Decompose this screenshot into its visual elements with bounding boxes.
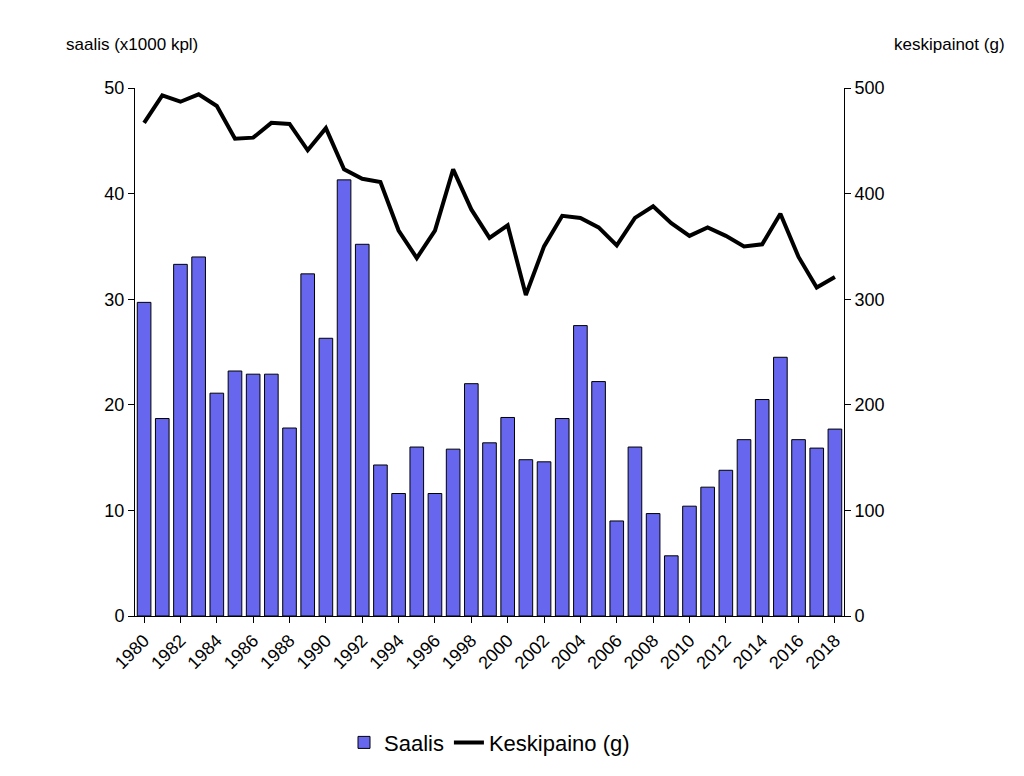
svg-text:2018: 2018 <box>802 631 844 673</box>
svg-text:300: 300 <box>855 290 885 310</box>
svg-text:1998: 1998 <box>438 631 480 673</box>
svg-text:10: 10 <box>104 501 124 521</box>
svg-text:1982: 1982 <box>147 631 189 673</box>
svg-text:40: 40 <box>104 184 124 204</box>
svg-text:2008: 2008 <box>620 631 662 673</box>
svg-text:20: 20 <box>104 395 124 415</box>
svg-text:2012: 2012 <box>693 631 735 673</box>
svg-text:1980: 1980 <box>111 631 153 673</box>
svg-text:1992: 1992 <box>329 631 371 673</box>
svg-text:2016: 2016 <box>765 631 807 673</box>
svg-text:100: 100 <box>855 501 885 521</box>
svg-text:2010: 2010 <box>656 631 698 673</box>
svg-text:0: 0 <box>114 606 124 626</box>
svg-text:1984: 1984 <box>184 631 226 673</box>
svg-text:1994: 1994 <box>365 631 407 673</box>
svg-text:keskipainot (g): keskipainot (g) <box>894 35 1005 54</box>
svg-text:500: 500 <box>855 78 885 98</box>
svg-text:2000: 2000 <box>474 631 516 673</box>
svg-text:Keskipaino (g): Keskipaino (g) <box>489 731 630 756</box>
svg-text:0: 0 <box>855 606 865 626</box>
svg-text:saalis (x1000 kpl): saalis (x1000 kpl) <box>66 35 198 54</box>
svg-text:200: 200 <box>855 395 885 415</box>
svg-text:2002: 2002 <box>511 631 553 673</box>
svg-text:50: 50 <box>104 78 124 98</box>
svg-text:1996: 1996 <box>402 631 444 673</box>
svg-text:30: 30 <box>104 290 124 310</box>
svg-text:2014: 2014 <box>729 631 771 673</box>
svg-text:1986: 1986 <box>220 631 262 673</box>
svg-text:2004: 2004 <box>547 631 589 673</box>
svg-text:2006: 2006 <box>583 631 625 673</box>
svg-text:1988: 1988 <box>256 631 298 673</box>
svg-text:Saalis: Saalis <box>384 731 444 756</box>
svg-text:1990: 1990 <box>293 631 335 673</box>
svg-text:400: 400 <box>855 184 885 204</box>
